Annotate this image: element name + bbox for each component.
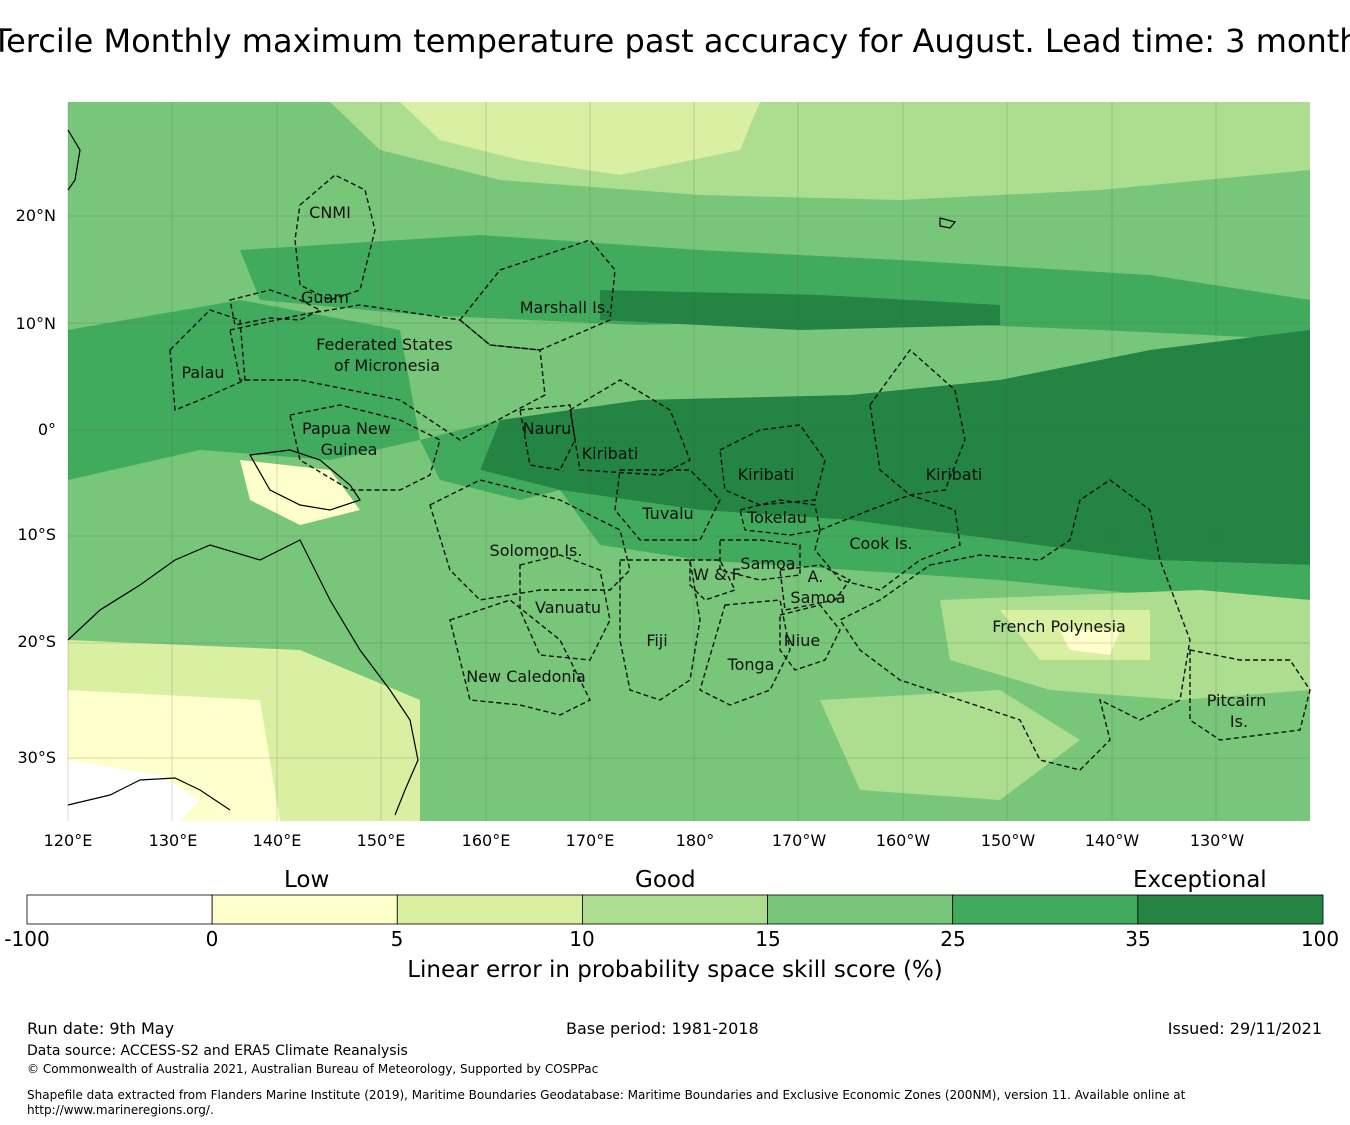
lon-label: 150°W	[980, 831, 1036, 850]
region-label: W & F	[693, 565, 741, 584]
region-label: Marshall Is.	[520, 298, 611, 317]
lon-label: 180°	[675, 831, 715, 850]
colorbar-category-exceptional: Exceptional	[1133, 867, 1267, 893]
region-label: Fiji	[646, 631, 667, 650]
lat-label: 10°S	[17, 525, 56, 544]
region-label: Tuvalu	[641, 504, 693, 523]
region-label: Papua New Guinea	[302, 419, 396, 459]
region-label: Kiribati	[738, 465, 795, 484]
colorbar-category-low: Low	[284, 867, 330, 893]
data-source: Data source: ACCESS-S2 and ERA5 Climate …	[27, 1043, 408, 1059]
lat-label: 0°	[37, 420, 56, 439]
eez-boundaries	[169, 174, 1311, 771]
region-label: Federated States of Micronesia	[316, 335, 458, 375]
lon-label: 150°E	[356, 831, 406, 850]
colorbar-segment	[767, 894, 954, 925]
map-skill-field	[68, 102, 1310, 821]
lon-label: 140°E	[252, 831, 302, 850]
lon-label: 160°W	[875, 831, 931, 850]
base-period: Base period: 1981-2018	[566, 1019, 759, 1038]
region-label: CNMI	[309, 203, 351, 222]
region-label: Tokelau	[746, 508, 807, 527]
region-label: Tonga	[727, 655, 775, 674]
region-label: Samoa	[740, 554, 795, 573]
colorbar-tick: 25	[940, 927, 966, 951]
colorbar-tick: 100	[1300, 927, 1340, 951]
graticule	[67, 102, 1310, 821]
colorbar-tick: 0	[205, 927, 219, 951]
shapefile-url: http://www.marineregions.org/.	[27, 1103, 214, 1117]
colorbar-segment	[582, 894, 768, 925]
region-labels: CNMI Guam Marshall Is. Federated States …	[181, 203, 1272, 731]
colorbar-category-good: Good	[635, 867, 696, 893]
lat-label: 30°S	[17, 748, 56, 767]
lon-label: 160°E	[461, 831, 511, 850]
colorbar-title: Linear error in probability space skill …	[407, 957, 943, 983]
shapefile-credit: Shapefile data extracted from Flanders M…	[27, 1088, 1186, 1102]
lon-label: 130°W	[1189, 831, 1245, 850]
region-label: Kiribati	[926, 465, 983, 484]
region-label: A. Samoa	[790, 567, 845, 607]
region-label: Nauru	[523, 419, 572, 438]
region-label: Solomon Is.	[490, 541, 583, 560]
colorbar	[26, 894, 1324, 925]
issued-date: Issued: 29/11/2021	[1167, 1019, 1322, 1038]
region-label: Guam	[301, 288, 349, 307]
region-label: French Polynesia	[992, 617, 1126, 636]
region-label: Pitcairn Is.	[1207, 691, 1272, 731]
lat-label: 10°N	[15, 314, 56, 333]
colorbar-tick: 35	[1125, 927, 1151, 951]
lon-label: 120°E	[43, 831, 93, 850]
chart-title: Tercile Monthly maximum temperature past…	[0, 22, 1350, 60]
lat-label: 20°S	[17, 632, 56, 651]
coastlines	[67, 129, 957, 816]
colorbar-tick: 5	[390, 927, 404, 951]
region-label: Cook Is.	[849, 534, 912, 553]
lon-label: 140°W	[1084, 831, 1140, 850]
copyright: © Commonwealth of Australia 2021, Austra…	[27, 1062, 599, 1076]
region-label: Palau	[181, 363, 224, 382]
lon-label: 170°W	[771, 831, 827, 850]
colorbar-segment	[26, 894, 213, 925]
lon-label: 170°E	[565, 831, 615, 850]
colorbar-tick: 10	[569, 927, 595, 951]
region-label: Niue	[784, 631, 820, 650]
colorbar-tick: 15	[755, 927, 781, 951]
lon-label: 130°E	[148, 831, 198, 850]
colorbar-segment	[396, 894, 583, 925]
colorbar-segment	[211, 894, 398, 925]
colorbar-tick: -100	[4, 927, 50, 951]
region-label: Vanuatu	[535, 598, 601, 617]
region-label: New Caledonia	[466, 667, 586, 686]
lat-label: 20°N	[15, 206, 56, 225]
run-date: Run date: 9th May	[27, 1019, 175, 1038]
colorbar-segment	[952, 894, 1139, 925]
region-label: Kiribati	[582, 444, 639, 463]
colorbar-segment	[1137, 894, 1324, 925]
